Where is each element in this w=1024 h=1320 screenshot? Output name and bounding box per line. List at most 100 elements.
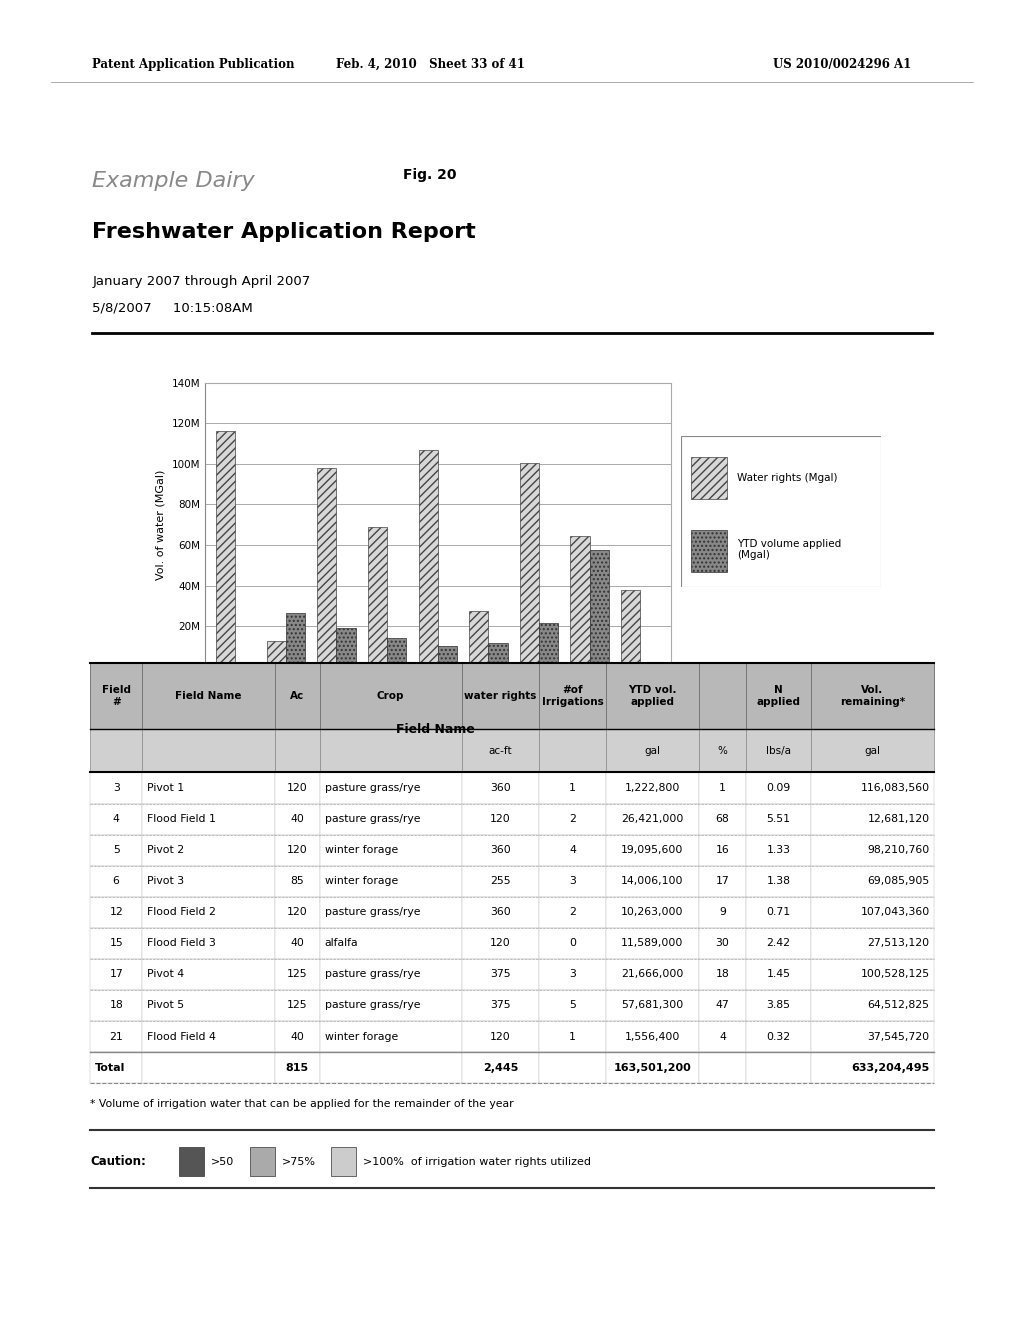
Text: N
applied: N applied [757,685,801,706]
Text: 18: 18 [716,969,729,979]
Bar [462,804,540,834]
Bar [275,663,319,729]
Text: >75%: >75% [282,1156,316,1167]
Bar [520,463,539,667]
Text: Crop: Crop [377,690,404,701]
Bar [90,804,142,834]
Text: #of
Irrigations: #of Irrigations [542,685,603,706]
Text: Flood Field 1: Flood Field 1 [147,814,216,824]
Text: * Volume of irrigation water that can be applied for the remainder of the year: * Volume of irrigation water that can be… [90,1100,514,1109]
Bar [746,896,811,928]
Text: winter forage: winter forage [325,1031,398,1041]
Bar [746,772,811,804]
Text: 1.38: 1.38 [766,876,791,886]
Bar [746,804,811,834]
Text: Water rights (Mgal): Water rights (Mgal) [737,473,838,483]
Bar [90,729,142,772]
Bar [590,549,609,667]
Text: Pivot 4: Pivot 4 [147,969,184,979]
Bar [540,958,606,990]
Text: Freshwater Application Report: Freshwater Application Report [92,222,476,242]
Text: 1: 1 [719,783,726,793]
Bar [179,1147,204,1176]
Bar [142,804,275,834]
Text: 120: 120 [287,907,307,917]
Bar [698,772,746,804]
Bar [250,1147,275,1176]
Bar [698,928,746,958]
Text: 68: 68 [716,814,729,824]
Bar [811,729,934,772]
Text: 1,222,800: 1,222,800 [625,783,680,793]
Bar [387,638,407,667]
Text: water rights: water rights [465,690,537,701]
Bar [142,834,275,866]
Text: gal: gal [864,746,881,756]
Bar [462,866,540,896]
Text: 40: 40 [291,814,304,824]
Bar [606,663,698,729]
Text: 30: 30 [716,939,729,948]
Bar [698,958,746,990]
Bar [606,866,698,896]
Bar [606,896,698,928]
Bar [698,866,746,896]
Text: 120: 120 [490,939,511,948]
Bar [142,1052,275,1084]
Bar [540,729,606,772]
Bar [462,834,540,866]
Bar [142,1020,275,1052]
Text: 14,006,100: 14,006,100 [622,876,684,886]
Text: 11,589,000: 11,589,000 [622,939,683,948]
Bar [540,834,606,866]
Bar [368,527,387,667]
Bar [811,990,934,1020]
Bar [540,896,606,928]
Bar [266,642,286,667]
Bar [90,834,142,866]
Text: 3: 3 [569,876,577,886]
Bar [90,896,142,928]
Bar [319,1020,462,1052]
Text: 47: 47 [716,1001,729,1011]
Text: alfalfa: alfalfa [325,939,358,948]
Text: Field Name: Field Name [395,723,475,737]
Bar [90,772,142,804]
Text: pasture grass/rye: pasture grass/rye [325,969,420,979]
Bar [319,663,462,729]
Bar [275,958,319,990]
Text: 100,528,125: 100,528,125 [860,969,930,979]
Bar [811,663,934,729]
Text: 57,681,300: 57,681,300 [622,1001,683,1011]
Text: 98,210,760: 98,210,760 [867,845,930,855]
Text: 375: 375 [490,969,511,979]
Bar [142,663,275,729]
Bar [606,834,698,866]
Text: 19,095,600: 19,095,600 [622,845,683,855]
Bar [319,729,462,772]
Bar [698,1052,746,1084]
Text: 26,421,000: 26,421,000 [622,814,683,824]
Bar [319,804,462,834]
Text: Pivot 1: Pivot 1 [147,783,184,793]
Text: 40: 40 [291,1031,304,1041]
Bar [275,990,319,1020]
Text: 16: 16 [716,845,729,855]
Bar [275,804,319,834]
Bar [275,1020,319,1052]
Text: 375: 375 [490,1001,511,1011]
Text: 116,083,560: 116,083,560 [860,783,930,793]
Bar [811,958,934,990]
Bar [698,834,746,866]
Text: 1,556,400: 1,556,400 [625,1031,680,1041]
Text: 1: 1 [569,1031,577,1041]
Text: winter forage: winter forage [325,845,398,855]
Text: 360: 360 [490,845,511,855]
Text: 125: 125 [287,1001,307,1011]
Bar [90,663,142,729]
Text: 2.42: 2.42 [766,939,791,948]
Bar [419,450,438,667]
Bar [811,866,934,896]
Text: Flood Field 3: Flood Field 3 [147,939,216,948]
Text: US 2010/0024296 A1: US 2010/0024296 A1 [773,58,911,71]
